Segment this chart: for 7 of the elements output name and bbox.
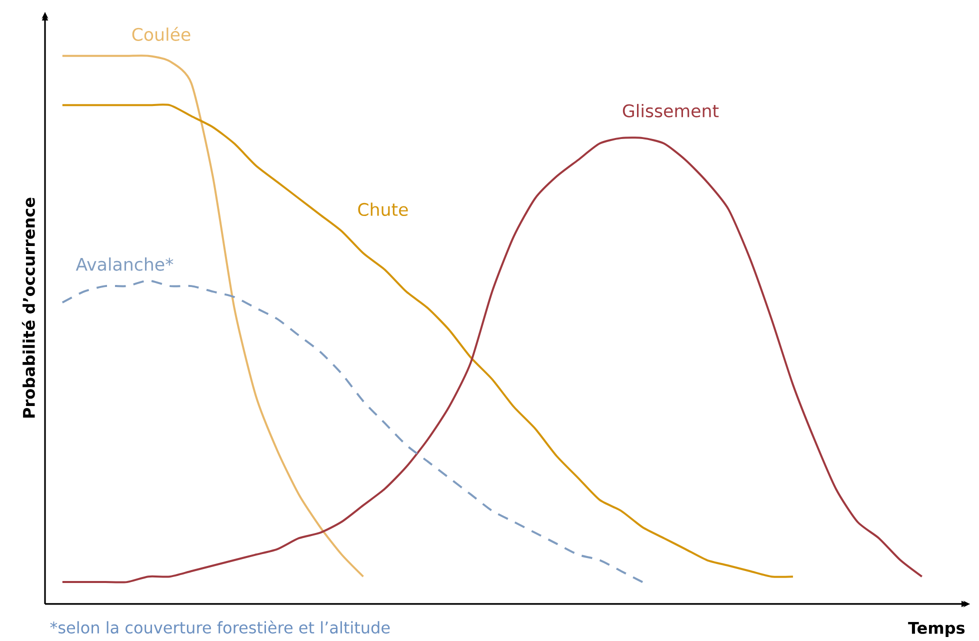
series-label: Glissement: [622, 104, 719, 118]
series-label: Chute: [358, 202, 408, 216]
series-label: Coulée: [132, 26, 190, 41]
x-axis-title: Temps: [908, 622, 965, 638]
y-axis-title: Probabilité d’occurrence: [22, 198, 35, 418]
text: *selon la couverture forestière et l’altitude: [50, 620, 390, 634]
series-label: Avalanche*: [76, 257, 174, 271]
